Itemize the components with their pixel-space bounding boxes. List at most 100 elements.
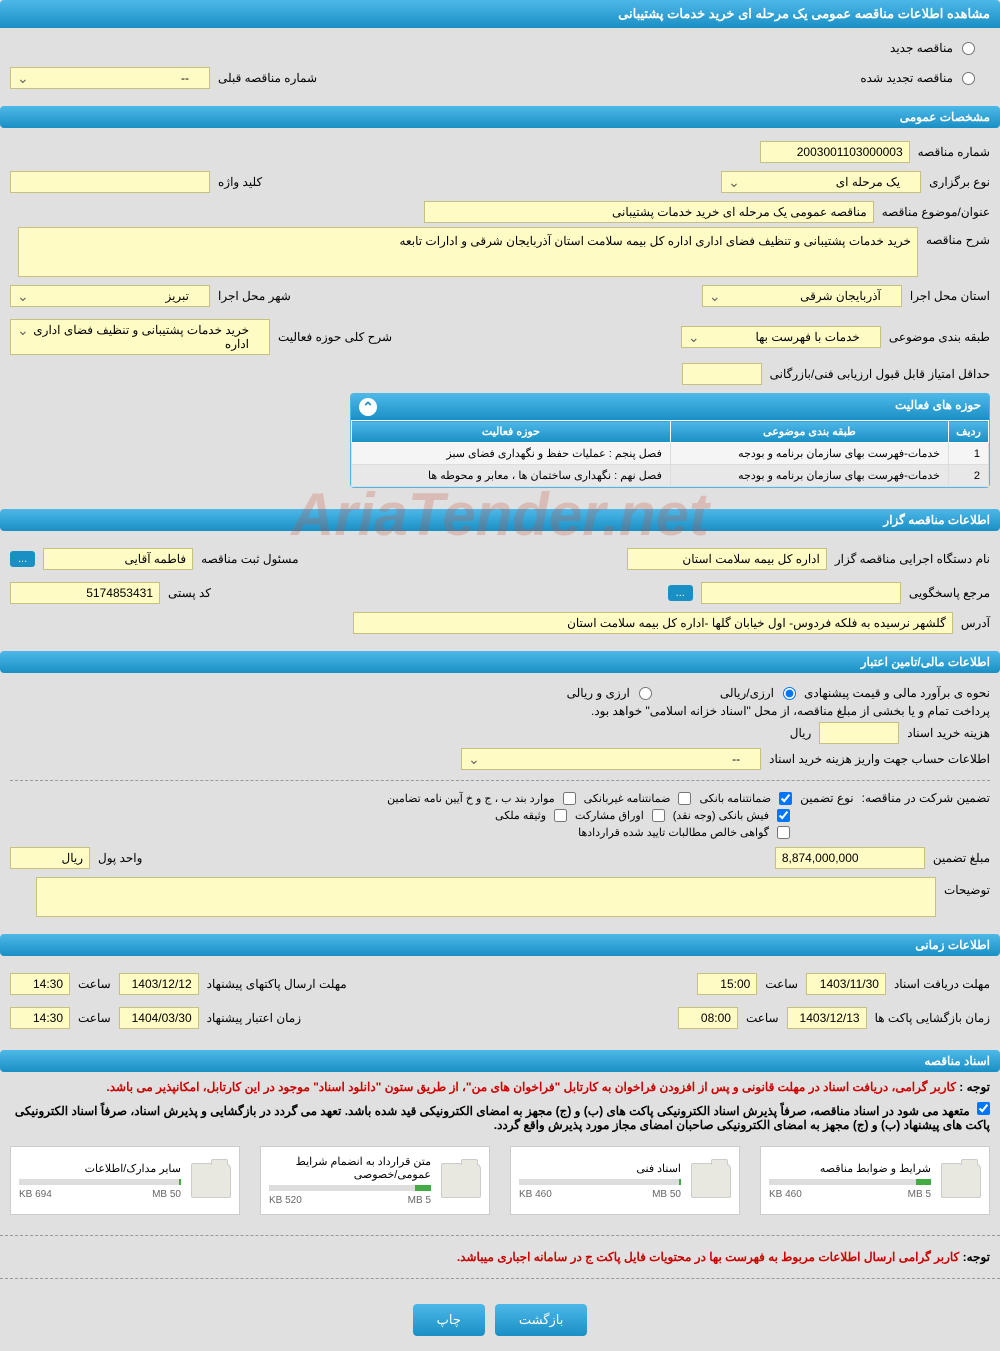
doc-cost-field[interactable] — [819, 722, 899, 744]
chk-property-input[interactable] — [554, 809, 567, 822]
postal-field: 5174853431 — [10, 582, 160, 604]
activity-panel-title: حوزه های فعالیت — [895, 398, 981, 416]
amount-field: 8,874,000,000 — [775, 847, 925, 869]
receive-label: مهلت دریافت اسناد — [894, 977, 990, 991]
doc-card[interactable]: سایر مدارک/اطلاعات 50 MB694 KB — [10, 1146, 240, 1215]
table-row: 1خدمات-فهرست بهای سازمان برنامه و بودجهف… — [352, 443, 989, 465]
org-label: نام دستگاه اجرایی مناقصه گزار — [835, 552, 990, 566]
back-button[interactable]: بازگشت — [495, 1304, 587, 1336]
doc-note2: متعهد می شود در اسناد مناقصه، صرفاً پذیر… — [0, 1098, 1000, 1136]
notes-field[interactable] — [36, 877, 936, 917]
type-select[interactable]: یک مرحله ای — [721, 171, 921, 193]
min-score-field[interactable] — [682, 363, 762, 385]
doc-max: 5 MB — [908, 1189, 931, 1200]
keyword-field[interactable] — [10, 171, 210, 193]
radio-new-label: مناقصه جدید — [890, 41, 953, 55]
doc-note1-prefix: توجه : — [956, 1080, 990, 1094]
chk-bank[interactable]: ضمانتنامه بانکی — [699, 792, 792, 805]
contact-label: مرجع پاسخگویی — [909, 586, 990, 600]
receive-time: 15:00 — [697, 973, 757, 995]
activity-desc-select[interactable]: خرید خدمات پشتیبانی و تنظیف فضای اداری ا… — [10, 319, 270, 355]
account-select[interactable]: -- — [461, 748, 761, 770]
radio-fx-rial-input[interactable] — [783, 687, 796, 700]
radio-fx-and-rial[interactable]: ارزی و ریالی — [567, 686, 652, 700]
doc-footer-note: توجه: کاربر گرامی ارسال اطلاعات مربوط به… — [0, 1246, 1000, 1268]
doc-title: سایر مدارک/اطلاعات — [19, 1162, 181, 1175]
chk-regulation-label: موارد بند ب ، ج و خ آیین نامه تضامین — [387, 792, 554, 805]
radio-new-tender[interactable]: مناقصه جدید — [890, 41, 975, 55]
contact-more-button[interactable]: ... — [668, 585, 693, 601]
chk-regulation[interactable]: موارد بند ب ، ج و خ آیین نامه تضامین — [387, 792, 575, 805]
chk-cash-input[interactable] — [777, 809, 790, 822]
collapse-icon[interactable]: ⌃ — [359, 398, 377, 416]
chk-bonds-label: اوراق مشارکت — [575, 809, 644, 822]
unit-field: ریال — [10, 847, 90, 869]
submit-time: 14:30 — [10, 973, 70, 995]
doc-note1-text: کاربر گرامی، دریافت اسناد در مهلت قانونی… — [106, 1080, 956, 1094]
section-documents: اسناد مناقصه — [0, 1050, 1000, 1072]
reg-label: مسئول ثبت مناقصه — [201, 552, 298, 566]
cell-n: 1 — [949, 443, 989, 465]
cell-n: 2 — [949, 465, 989, 487]
estimate-label: نحوه ی برآورد مالی و قیمت پیشنهادی — [804, 686, 990, 700]
chk-contracts-input[interactable] — [777, 826, 790, 839]
address-field: گلشهر نرسیده به فلکه فردوس- اول خیابان گ… — [353, 612, 953, 634]
doc-size: 520 KB — [269, 1195, 302, 1206]
folder-icon — [941, 1163, 981, 1198]
open-label: زمان بازگشایی پاکت ها — [875, 1011, 990, 1025]
doc-note1: توجه : کاربر گرامی، دریافت اسناد در مهلت… — [0, 1076, 1000, 1098]
account-label: اطلاعات حساب جهت واریز هزینه خرید اسناد — [769, 752, 990, 766]
city-label: شهر محل اجرا — [218, 289, 291, 303]
chk-nonbank[interactable]: ضمانتنامه غیربانکی — [584, 792, 692, 805]
city-select[interactable]: تبریز — [10, 285, 210, 307]
doc-size: 460 KB — [769, 1189, 802, 1200]
title-label: عنوان/موضوع مناقصه — [882, 205, 990, 219]
receive-time-label: ساعت — [765, 977, 798, 991]
prev-number-select[interactable]: -- — [10, 67, 210, 89]
chk-property[interactable]: وثیقه ملکی — [495, 809, 567, 822]
subject-class-select[interactable]: خدمات با فهرست بها — [681, 326, 881, 348]
folder-icon — [691, 1163, 731, 1198]
page-title: مشاهده اطلاعات مناقصه عمومی یک مرحله ای … — [0, 0, 1000, 28]
doc-card[interactable]: متن قرارداد به انضمام شرایط عمومی/خصوصی … — [260, 1146, 490, 1215]
unit-label: واحد پول — [98, 851, 142, 865]
activity-desc-label: شرح کلی حوزه فعالیت — [278, 330, 392, 344]
radio-renewed-tender[interactable]: مناقصه تجدید شده — [860, 71, 975, 85]
doc-card[interactable]: اسناد فنی 50 MB460 KB — [510, 1146, 740, 1215]
section-general: مشخصات عمومی — [0, 106, 1000, 128]
tender-no-field: 2003001103000003 — [760, 141, 910, 163]
doc-title: اسناد فنی — [519, 1162, 681, 1175]
col-class: طبقه بندی موضوعی — [670, 421, 948, 443]
chk-contracts[interactable]: گواهی خالص مطالبات تایید شده قراردادها — [578, 826, 790, 839]
chk-bonds[interactable]: اوراق مشارکت — [575, 809, 665, 822]
radio-fx-and-rial-input[interactable] — [639, 687, 652, 700]
doc-card[interactable]: شرایط و ضوابط مناقصه 5 MB460 KB — [760, 1146, 990, 1215]
progress-bar — [769, 1179, 931, 1185]
submit-label: مهلت ارسال پاکتهای پیشنهاد — [207, 977, 347, 991]
chk-bonds-input[interactable] — [652, 809, 665, 822]
print-button[interactable]: چاپ — [413, 1304, 485, 1336]
progress-bar — [519, 1179, 681, 1185]
radio-renewed-tender-input[interactable] — [962, 72, 975, 85]
radio-fx-rial[interactable]: ارزی/ریالی — [720, 686, 796, 700]
chk-bank-input[interactable] — [779, 792, 792, 805]
chk-nonbank-input[interactable] — [678, 792, 691, 805]
validity-time-label: ساعت — [78, 1011, 111, 1025]
title-field: مناقصه عمومی یک مرحله ای خرید خدمات پشتی… — [424, 201, 874, 223]
province-select[interactable]: آذربایجان شرقی — [702, 285, 902, 307]
radio-fx-rial-label: ارزی/ریالی — [720, 686, 774, 700]
province-label: استان محل اجرا — [910, 289, 990, 303]
section-financial: اطلاعات مالی/تامین اعتبار — [0, 651, 1000, 673]
open-time: 08:00 — [678, 1007, 738, 1029]
reg-more-button[interactable]: ... — [10, 551, 35, 567]
guarantee-type-label: نوع تضمین — [800, 791, 853, 805]
contact-field — [701, 582, 901, 604]
radio-new-tender-input[interactable] — [962, 42, 975, 55]
cell-field: فصل پنجم : عملیات حفظ و نگهداری فضای سبز — [352, 443, 671, 465]
keyword-label: کلید واژه — [218, 175, 262, 189]
chk-commitment[interactable] — [977, 1102, 990, 1115]
postal-label: کد پستی — [168, 586, 211, 600]
chk-property-label: وثیقه ملکی — [495, 809, 546, 822]
chk-cash[interactable]: فیش بانکی (وجه نقد) — [673, 809, 790, 822]
chk-regulation-input[interactable] — [563, 792, 576, 805]
